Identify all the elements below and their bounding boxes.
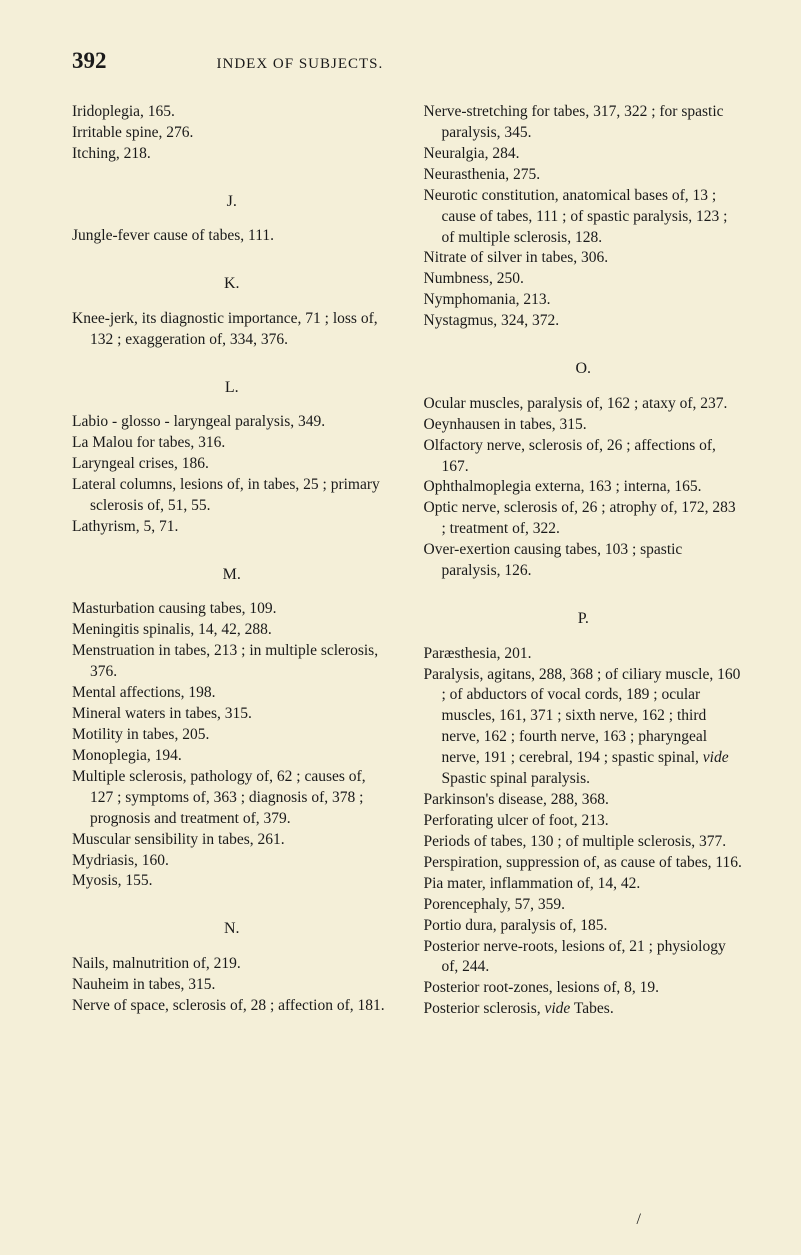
index-entry: Olfactory nerve, sclerosis of, 26 ; affe… <box>424 436 744 478</box>
index-entry: Laryngeal crises, 186. <box>72 454 392 475</box>
index-entry: Ophthalmoplegia externa, 163 ; interna, … <box>424 477 744 498</box>
index-entry: Nymphomania, 213. <box>424 290 744 311</box>
index-entry: Nystagmus, 324, 372. <box>424 311 744 332</box>
index-entry: Perforating ulcer of foot, 213. <box>424 811 744 832</box>
index-entry: Multiple sclerosis, pathology of, 62 ; c… <box>72 767 392 830</box>
index-entry: Nerve of space, sclerosis of, 28 ; affec… <box>72 996 392 1017</box>
index-entry: La Malou for tabes, 316. <box>72 433 392 454</box>
index-entry: Posterior sclerosis, vide Tabes. <box>424 999 744 1020</box>
index-entry: Portio dura, paralysis of, 185. <box>424 916 744 937</box>
bottom-mark: / <box>637 1211 641 1229</box>
index-entry: Iridoplegia, 165. <box>72 102 392 123</box>
italic-text: vide <box>544 1000 570 1017</box>
index-entry: Over-exertion causing tabes, 103 ; spast… <box>424 540 744 582</box>
index-entry: Numbness, 250. <box>424 269 744 290</box>
index-entry: Mydriasis, 160. <box>72 851 392 872</box>
page: 392 INDEX OF SUBJECTS. Iridoplegia, 165.… <box>0 0 801 1255</box>
page-number: 392 <box>72 48 107 74</box>
index-entry: Neurotic constitution, anatomical bases … <box>424 186 744 249</box>
index-entry: Perspiration, suppression of, as cause o… <box>424 853 744 874</box>
index-entry: Labio - glosso - laryngeal paralysis, 34… <box>72 412 392 433</box>
index-entry: Lathyrism, 5, 71. <box>72 517 392 538</box>
index-entry: Itching, 218. <box>72 144 392 165</box>
index-entry: Paræsthesia, 201. <box>424 644 744 665</box>
index-entry: Neuralgia, 284. <box>424 144 744 165</box>
left-column: Iridoplegia, 165.Irritable spine, 276.It… <box>72 102 392 1020</box>
index-entry: Nails, malnutrition of, 219. <box>72 954 392 975</box>
index-entry: Mental affections, 198. <box>72 683 392 704</box>
index-entry: Muscular sensibility in tabes, 261. <box>72 830 392 851</box>
letter-heading: M. <box>72 564 392 586</box>
index-entry: Nauheim in tabes, 315. <box>72 975 392 996</box>
index-entry: Meningitis spinalis, 14, 42, 288. <box>72 620 392 641</box>
index-entry: Optic nerve, sclerosis of, 26 ; atrophy … <box>424 498 744 540</box>
index-entry: Motility in tabes, 205. <box>72 725 392 746</box>
letter-heading: K. <box>72 273 392 295</box>
letter-heading: L. <box>72 377 392 399</box>
right-column: Nerve-stretching for tabes, 317, 322 ; f… <box>424 102 744 1020</box>
index-entry: Porencephaly, 57, 359. <box>424 895 744 916</box>
columns: Iridoplegia, 165.Irritable spine, 276.It… <box>72 102 743 1020</box>
letter-heading: O. <box>424 358 744 380</box>
index-entry: Menstruation in tabes, 213 ; in multiple… <box>72 641 392 683</box>
index-entry: Neurasthenia, 275. <box>424 165 744 186</box>
index-entry: Masturbation causing tabes, 109. <box>72 599 392 620</box>
index-entry: Irritable spine, 276. <box>72 123 392 144</box>
header-title: INDEX OF SUBJECTS. <box>217 56 384 73</box>
index-entry: Periods of tabes, 130 ; of multiple scle… <box>424 832 744 853</box>
index-entry: Monoplegia, 194. <box>72 746 392 767</box>
index-entry: Parkinson's disease, 288, 368. <box>424 790 744 811</box>
letter-heading: P. <box>424 608 744 630</box>
index-entry: Posterior root-zones, lesions of, 8, 19. <box>424 978 744 999</box>
index-entry: Nerve-stretching for tabes, 317, 322 ; f… <box>424 102 744 144</box>
index-entry: Oeynhausen in tabes, 315. <box>424 415 744 436</box>
index-entry: Jungle-fever cause of tabes, 111. <box>72 226 392 247</box>
italic-text: vide <box>703 749 729 766</box>
page-header: 392 INDEX OF SUBJECTS. <box>72 48 743 74</box>
index-entry: Paralysis, agitans, 288, 368 ; of ciliar… <box>424 665 744 791</box>
index-entry: Ocular muscles, paralysis of, 162 ; atax… <box>424 394 744 415</box>
index-entry: Knee-jerk, its diagnostic importance, 71… <box>72 309 392 351</box>
letter-heading: J. <box>72 191 392 213</box>
letter-heading: N. <box>72 918 392 940</box>
index-entry: Posterior nerve-roots, lesions of, 21 ; … <box>424 937 744 979</box>
index-entry: Pia mater, inflammation of, 14, 42. <box>424 874 744 895</box>
index-entry: Lateral columns, lesions of, in tabes, 2… <box>72 475 392 517</box>
index-entry: Nitrate of silver in tabes, 306. <box>424 248 744 269</box>
index-entry: Mineral waters in tabes, 315. <box>72 704 392 725</box>
index-entry: Myosis, 155. <box>72 871 392 892</box>
